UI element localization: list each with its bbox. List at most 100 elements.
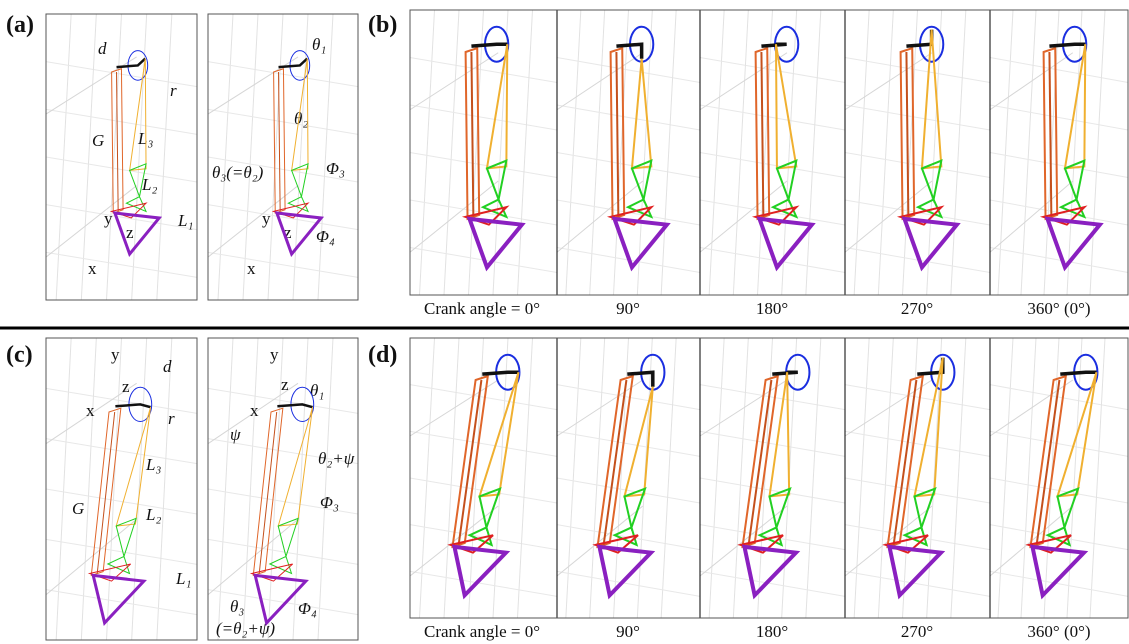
grid-line: [699, 180, 788, 253]
grid-line: [556, 384, 701, 411]
grid-line: [131, 337, 148, 641]
foot-link: [466, 216, 526, 272]
grid-line: [844, 570, 991, 597]
crank: [482, 370, 519, 376]
grid-line: [989, 180, 1074, 253]
annotation: L₃: [137, 129, 153, 148]
body-link: [760, 51, 765, 217]
foot-link: [112, 211, 163, 258]
grid-line: [556, 104, 701, 131]
mechanism: [249, 386, 315, 626]
green-link: [129, 163, 147, 199]
grid-line: [409, 57, 558, 83]
grid-line: [732, 337, 749, 619]
grid-line: [1020, 9, 1037, 296]
crank: [115, 403, 151, 409]
panel-frame: [207, 337, 359, 641]
grid-line: [613, 9, 629, 296]
grid-line: [207, 589, 359, 616]
grid-line: [409, 430, 558, 457]
annotation: Φ₃: [326, 159, 345, 178]
green-link: [623, 486, 647, 532]
caption: 90°: [616, 299, 640, 318]
grid-line: [556, 570, 701, 597]
coupler: [485, 44, 509, 170]
axis-label: y: [111, 345, 120, 364]
grid-line: [556, 52, 644, 111]
body-link: [464, 46, 481, 221]
grid-line: [699, 104, 846, 131]
caption: 270°: [901, 622, 933, 641]
body-link: [886, 374, 925, 549]
grid-line: [517, 9, 533, 296]
grid-line: [1089, 337, 1106, 619]
grid-line: [989, 152, 1129, 178]
body-link: [615, 51, 620, 217]
grid-line: [207, 185, 299, 258]
grid-line: [853, 337, 870, 619]
panel-frame: [409, 337, 1129, 619]
grid-line: [1089, 9, 1106, 296]
mechanism: [1025, 353, 1099, 600]
foot-link: [611, 216, 671, 272]
axis-label: y: [270, 345, 279, 364]
grid-line: [699, 57, 846, 83]
grid-line: [844, 52, 933, 111]
foot-link: [1044, 216, 1104, 272]
grid-line: [317, 13, 334, 301]
grid-line: [55, 337, 72, 641]
green-link: [277, 517, 299, 559]
grid-line: [805, 337, 822, 619]
grid-line: [556, 152, 701, 178]
mechanism: [271, 50, 325, 258]
grid-line: [45, 185, 137, 258]
body-link: [754, 46, 771, 221]
grid-line: [989, 57, 1129, 83]
caption: Crank angle = 0°: [424, 622, 540, 641]
grid-line: [556, 430, 701, 457]
grid-line: [902, 9, 918, 296]
grid-line: [589, 337, 606, 619]
grid-line: [45, 387, 198, 414]
grid-line: [45, 382, 137, 445]
coupler: [913, 357, 944, 498]
body-link: [892, 379, 918, 546]
green-link: [485, 159, 508, 204]
grid-line: [45, 108, 198, 135]
body-link: [278, 71, 281, 212]
grid-line: [443, 9, 460, 296]
annotation: L₁: [175, 569, 191, 588]
grid-line: [844, 430, 991, 457]
annotation: d: [163, 357, 172, 376]
crank: [772, 370, 798, 376]
grid-line: [317, 337, 334, 641]
annotation: r: [170, 81, 177, 100]
axis-label: z: [281, 375, 289, 394]
mechanism: [1039, 25, 1104, 272]
grid-line: [853, 9, 870, 296]
green-link: [913, 486, 937, 532]
grid-line: [207, 518, 299, 596]
grid-line: [708, 337, 725, 619]
body-link: [741, 374, 780, 549]
body-link: [273, 68, 286, 214]
panel-frame: [207, 13, 359, 301]
crank: [627, 370, 655, 387]
annotation: r: [168, 409, 175, 428]
grid-line: [55, 13, 72, 301]
crank: [761, 42, 787, 48]
mechanism: [109, 50, 163, 258]
annotation: d: [98, 39, 107, 58]
grid-line: [1020, 337, 1037, 619]
grid-line: [45, 156, 198, 183]
body-link: [1029, 374, 1068, 549]
coupler: [115, 407, 152, 527]
axis-label: x: [247, 259, 256, 278]
panel-label: (c): [6, 342, 33, 368]
body-link: [905, 51, 910, 217]
foot-link: [886, 544, 946, 600]
foot-link: [1029, 544, 1089, 600]
axis-label: x: [86, 401, 95, 420]
mechanism: [87, 386, 153, 626]
